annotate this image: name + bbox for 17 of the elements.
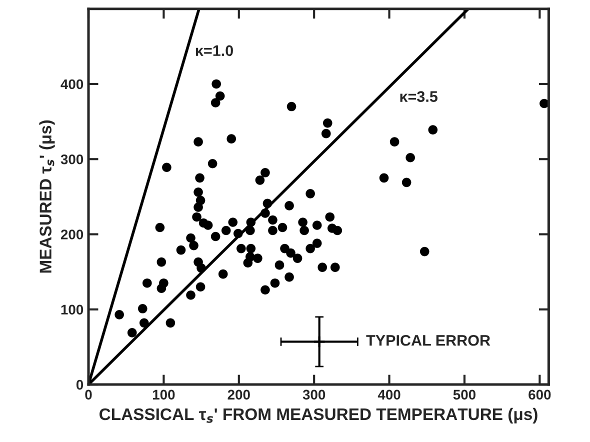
x-tick-label: 600 — [528, 390, 551, 400]
text: TYPICAL ERROR — [366, 334, 490, 346]
series-label: κ=1.0 — [196, 45, 233, 56]
x-tick-label: 100 — [152, 390, 175, 400]
x-tick-label: 300 — [302, 390, 326, 400]
y-tick-label: 200 — [60, 230, 84, 240]
y-tick-label: 100 — [61, 304, 84, 315]
x-tick-label: 200 — [228, 390, 250, 400]
x-axis-title: CLASSICAL τ$_{s}$' FROM MEASURED TEMPERATURE (μs) — [100, 408, 538, 424]
y-tick-label: 0 — [76, 380, 84, 390]
x-tick-label: 400 — [378, 390, 400, 400]
x-tick-label: 0 — [85, 390, 92, 400]
y-axis-title: MEASURED τ$_{s}$' (μs) — [39, 120, 55, 273]
y-tick-label: 400 — [60, 79, 84, 90]
y-tick-label: 300 — [60, 154, 84, 164]
series-label: κ=3.5 — [400, 91, 438, 102]
x-tick-label: 500 — [453, 390, 476, 400]
